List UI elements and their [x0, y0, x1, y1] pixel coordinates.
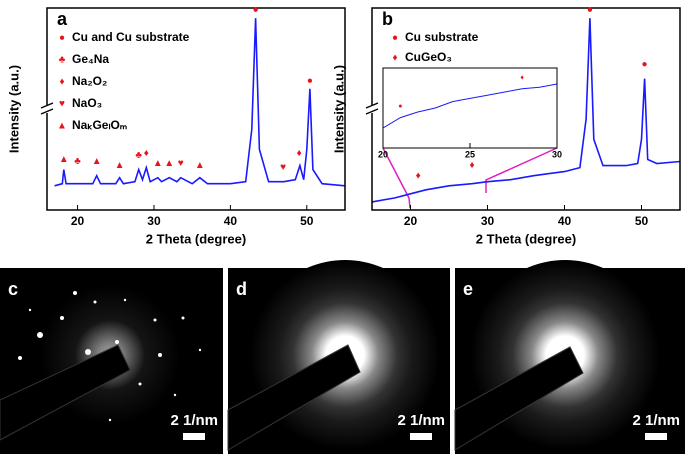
x-axis-title: 2 Theta (degree) — [476, 231, 576, 246]
xrd-curve — [382, 83, 558, 129]
x-tick-label: 50 — [300, 214, 314, 228]
x-tick-label: 25 — [465, 149, 475, 159]
peak-marker: ♦ — [297, 148, 302, 159]
legend-symbol: ♣ — [59, 55, 66, 66]
legend-label: Ge₄Na — [72, 52, 109, 66]
xrd-curve — [54, 18, 346, 187]
axis-break — [40, 102, 54, 115]
legend-symbol: ♥ — [59, 99, 65, 110]
peak-marker: ▲ — [115, 160, 125, 171]
peak-marker: ● — [642, 59, 648, 70]
x-axis-title: 2 Theta (degree) — [146, 231, 246, 246]
x-tick-label: 20 — [404, 214, 418, 228]
axis-break — [41, 105, 53, 113]
legend-label: Cu and Cu substrate — [72, 30, 190, 44]
peak-marker: ● — [398, 103, 402, 110]
peak-marker: ♦ — [470, 160, 475, 171]
panel-label: d — [236, 279, 247, 299]
peak-marker: ♥ — [178, 158, 184, 169]
peak-marker: ♣ — [135, 150, 142, 161]
inset-connector — [382, 147, 411, 209]
legend-label: NaO₃ — [72, 96, 102, 110]
x-tick-label: 20 — [71, 214, 85, 228]
legend-label: CuGeO₃ — [405, 50, 452, 64]
panel-label: e — [463, 279, 473, 299]
y-axis-title: Intensity (a.u.) — [331, 65, 346, 153]
peak-marker: ▲ — [92, 156, 102, 167]
legend-label: Cu substrate — [405, 30, 479, 44]
legend-symbol: ● — [392, 33, 398, 44]
inset-background — [383, 68, 557, 148]
panel-label: c — [8, 279, 18, 299]
legend-symbol: ● — [59, 33, 65, 44]
peak-marker: ♦ — [144, 148, 149, 159]
scale-bar — [645, 433, 667, 440]
legend-symbol: ▲ — [57, 121, 67, 132]
peak-marker: ▲ — [153, 158, 163, 169]
axis-break — [366, 105, 378, 113]
scale-label: 2 1/nm — [397, 412, 445, 429]
x-tick-label: 40 — [224, 214, 238, 228]
inset-connector — [485, 147, 558, 193]
beam-stop — [227, 344, 361, 451]
x-tick-label: 50 — [635, 214, 649, 228]
peak-marker: ▲ — [59, 154, 69, 165]
xrd-curve — [371, 18, 681, 203]
peak-marker: ♦ — [416, 170, 421, 181]
x-tick-label: 30 — [481, 214, 495, 228]
x-tick-label: 30 — [552, 149, 562, 159]
beam-stop — [454, 346, 584, 451]
scale-label: 2 1/nm — [170, 412, 218, 429]
peak-marker: ♥ — [280, 162, 286, 173]
peak-marker: ▲ — [164, 158, 174, 169]
peak-marker: ♣ — [74, 156, 81, 167]
peak-marker: ● — [253, 5, 259, 16]
x-tick-label: 40 — [558, 214, 572, 228]
axis-break — [365, 102, 379, 115]
legend-label: NaₖGeₗOₘ — [72, 118, 127, 132]
diffraction-spots — [13, 291, 202, 422]
legend-label: Na₂O₂ — [72, 74, 107, 88]
peak-marker: ● — [307, 75, 313, 86]
scale-bar — [183, 433, 205, 440]
y-axis-title: Intensity (a.u.) — [6, 65, 21, 153]
scale-label: 2 1/nm — [632, 412, 680, 429]
peak-marker: ♦ — [520, 74, 524, 81]
x-tick-label: 20 — [378, 149, 388, 159]
legend-symbol: ♦ — [59, 77, 64, 88]
beam-stop — [0, 344, 131, 441]
panel-label: b — [382, 9, 393, 29]
x-tick-label: 30 — [147, 214, 161, 228]
scale-bar — [410, 433, 432, 440]
peak-marker: ● — [587, 5, 593, 16]
peak-marker: ▲ — [195, 160, 205, 171]
legend-symbol: ♦ — [392, 53, 397, 64]
panel-label: a — [57, 9, 68, 29]
